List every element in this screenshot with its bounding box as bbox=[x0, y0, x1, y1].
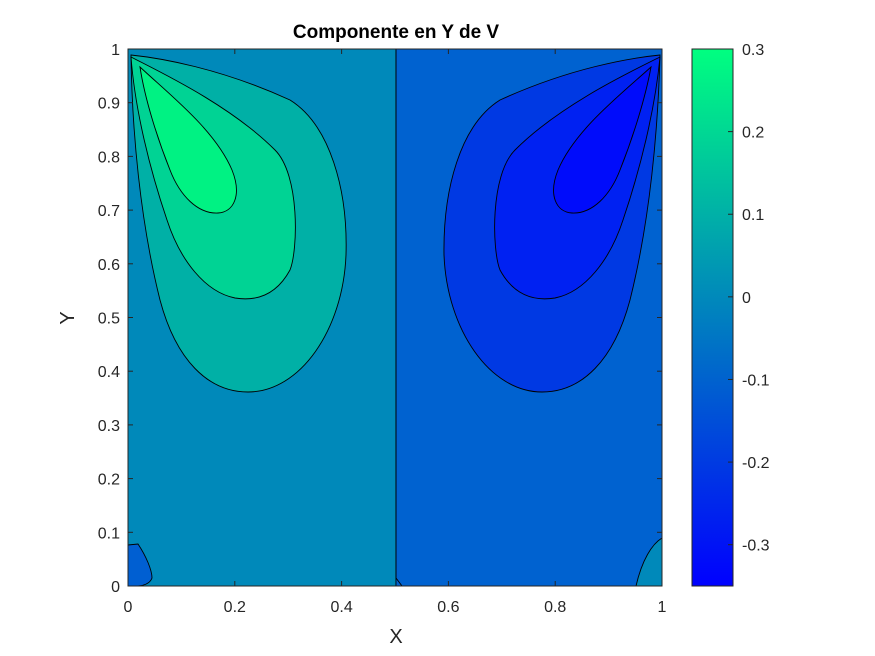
colorbar-tick-label: -0.2 bbox=[742, 455, 770, 472]
x-tick-label: 1 bbox=[658, 599, 667, 616]
colorbar-ticks: 0.3 0.2 0.1 0 -0.1 -0.2 -0.3 bbox=[728, 42, 770, 555]
colorbar-tick-label: 0.1 bbox=[742, 207, 764, 224]
x-axis: 0 0.2 0.4 0.6 0.8 1 bbox=[124, 49, 667, 616]
y-tick-label: 0.3 bbox=[98, 418, 120, 435]
colorbar: 0.3 0.2 0.1 0 -0.1 -0.2 -0.3 bbox=[691, 42, 770, 587]
y-axis: 0 0.1 0.2 0.3 0.4 0.5 0.6 0.7 0.8 0.9 1 bbox=[98, 42, 662, 596]
x-tick-label: 0 bbox=[124, 599, 133, 616]
y-tick-label: 0.8 bbox=[98, 149, 120, 166]
y-tick-label: 0 bbox=[111, 579, 120, 596]
y-tick-label: 1 bbox=[111, 42, 120, 59]
y-tick-label: 0.4 bbox=[98, 364, 120, 381]
y-tick-label: 0.5 bbox=[98, 311, 120, 328]
x-tick-label: 0.8 bbox=[544, 599, 566, 616]
x-tick-label: 0.6 bbox=[437, 599, 459, 616]
x-tick-label: 0.2 bbox=[224, 599, 246, 616]
colorbar-tick-label: -0.3 bbox=[742, 538, 770, 555]
colorbar-gradient bbox=[691, 48, 734, 587]
colorbar-tick-label: 0.3 bbox=[742, 42, 764, 59]
contour-left-0.25 bbox=[139, 65, 237, 214]
y-tick-label: 0.6 bbox=[98, 257, 120, 274]
plot-area bbox=[127, 48, 663, 587]
colorbar-tick-label: 0.2 bbox=[742, 125, 764, 142]
y-tick-label: 0.2 bbox=[98, 472, 120, 489]
chart-title: Componente en Y de V bbox=[293, 22, 500, 43]
colorbar-tick-label: 0 bbox=[742, 290, 751, 307]
contour-right-neg0.25 bbox=[553, 65, 652, 214]
x-tick-label: 0.4 bbox=[330, 599, 352, 616]
colorbar-tick-label: -0.1 bbox=[742, 372, 770, 389]
y-axis-label: Y bbox=[57, 311, 79, 324]
x-axis-label: X bbox=[389, 626, 402, 648]
y-tick-label: 0.1 bbox=[98, 525, 120, 542]
y-tick-label: 0.7 bbox=[98, 203, 120, 220]
y-tick-label: 0.9 bbox=[98, 96, 120, 113]
